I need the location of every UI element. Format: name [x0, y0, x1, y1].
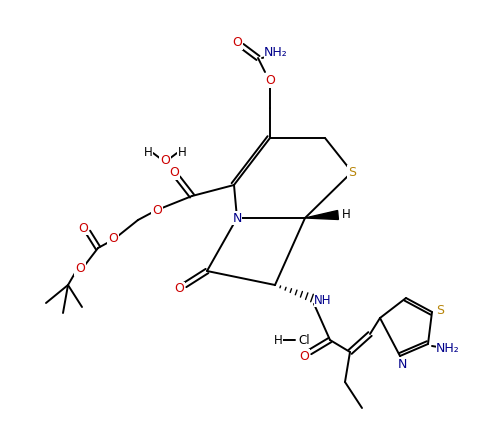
Text: H: H: [342, 209, 350, 221]
Text: O: O: [232, 37, 242, 49]
Text: NH₂: NH₂: [436, 343, 460, 355]
Text: H: H: [144, 146, 153, 158]
Text: O: O: [174, 283, 184, 295]
Text: O: O: [108, 232, 118, 246]
Text: O: O: [265, 75, 275, 87]
Polygon shape: [305, 210, 338, 220]
Text: H: H: [177, 146, 186, 158]
Text: NH₂: NH₂: [264, 46, 288, 60]
Text: O: O: [75, 262, 85, 276]
Text: S: S: [348, 165, 356, 179]
Text: O: O: [78, 221, 88, 235]
Text: NH: NH: [314, 294, 332, 306]
Text: O: O: [299, 350, 309, 363]
Text: S: S: [436, 304, 444, 318]
Text: O: O: [169, 167, 179, 179]
Text: N: N: [232, 212, 242, 224]
Text: O: O: [160, 153, 170, 167]
Text: N: N: [398, 358, 407, 370]
Text: O: O: [152, 203, 162, 217]
Text: Cl: Cl: [298, 333, 310, 347]
Text: H: H: [274, 333, 282, 347]
